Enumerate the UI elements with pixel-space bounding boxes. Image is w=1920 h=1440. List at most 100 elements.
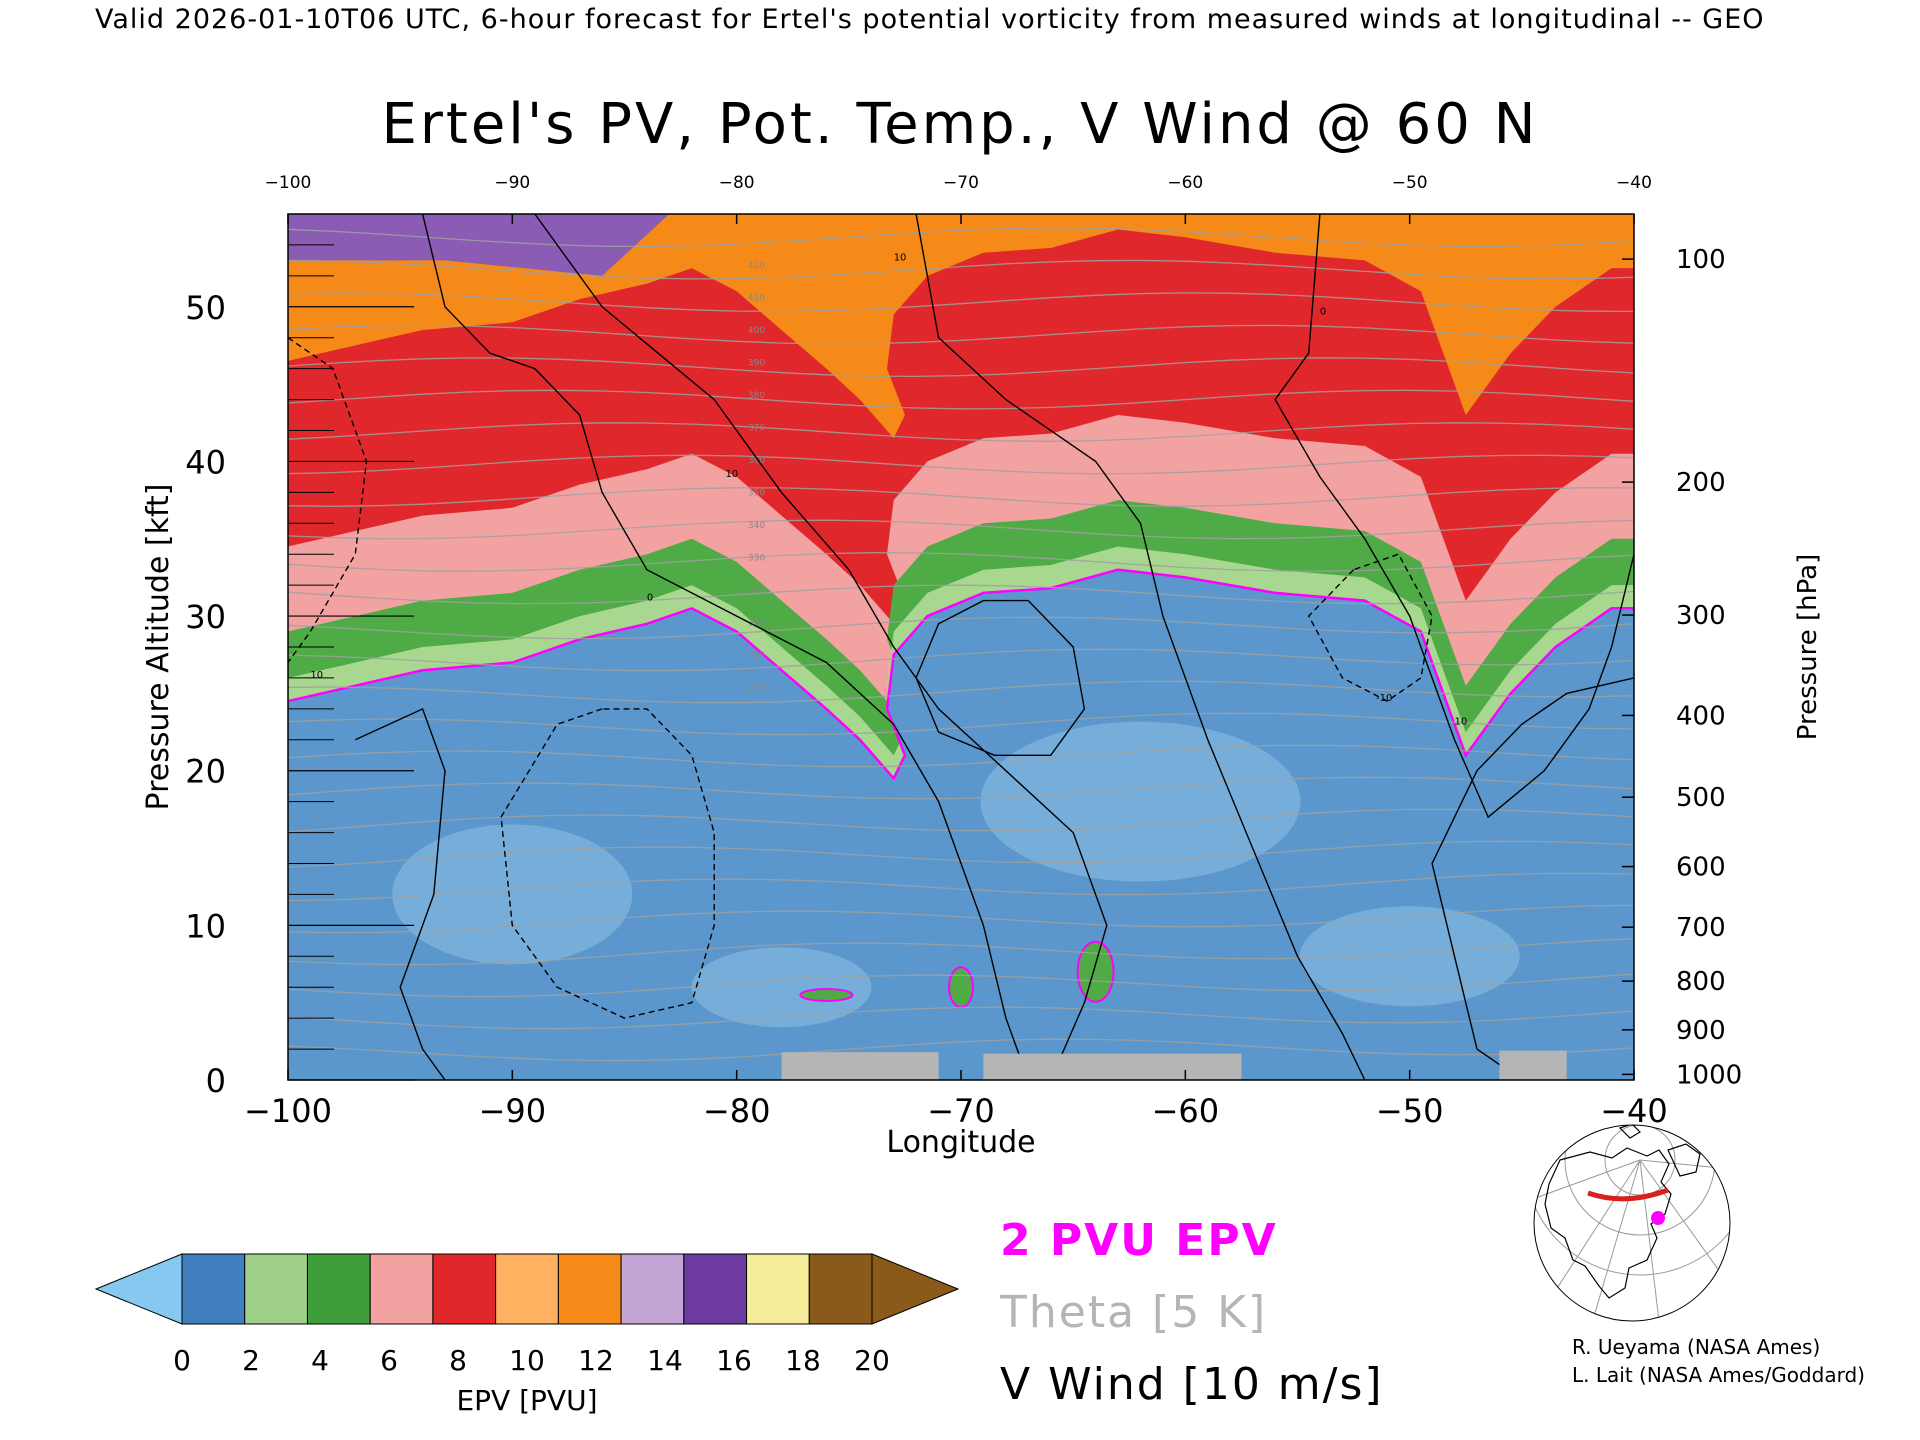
y-axis-right: 100 200 300 400 500 600 700 800 900 1000 [1622,245,1742,1090]
colorbar-swatch [432,1253,497,1325]
chart-title: Ertel's PV, Pot. Temp., V Wind @ 60 N [381,92,1539,157]
wind-contour [915,599,1086,756]
colorbar-over-arrow [871,1253,960,1325]
wind-contour [421,214,1029,1080]
x-tick-label: −90 [479,1092,547,1130]
colorbar-swatch [746,1253,810,1325]
colorbar-swatch [181,1253,246,1325]
theta-contour-label: 340 [748,521,765,531]
wind-contour-label: 10 [894,252,907,263]
theta-contour [288,487,1634,507]
colorbar-tick-label: 18 [785,1344,821,1377]
ground-mask [781,1050,1567,1080]
pv-surface-patch [799,987,854,1002]
theta-contour [288,292,1634,313]
y-axis-left: 0 10 20 30 40 50 [185,244,414,1100]
x-axis-bottom: −100 −90 −80 −70 −60 −50 −40 [244,1070,1668,1130]
x-tick-label: −100 [244,1092,332,1130]
wind-contour-label: 10 [725,469,738,480]
theta-contour [288,840,1634,868]
header-line: Valid 2026-01-10T06 UTC, 6-hour forecast… [95,4,1765,35]
colorbar-swatch [620,1253,685,1325]
pressure-tick-label: 600 [1676,853,1726,883]
theta-contour [288,776,1634,800]
x-tick-label-top: −90 [494,173,530,193]
wind-contour [288,337,368,663]
x-tick-label-top: −70 [943,173,979,193]
colorbar-tick-label: 2 [242,1344,260,1377]
colorbar-tick-label: 4 [311,1344,329,1377]
theta-contour-label: 310 [748,618,765,628]
wind-contour-label: 0 [1320,307,1326,318]
colorbar-swatch [369,1253,434,1325]
y-tick-label: 40 [185,443,226,481]
wind-contour-label: -10 [1376,693,1392,704]
theta-contour [288,1038,1634,1062]
colorbar-swatch [244,1253,308,1325]
colorbar-tick-label: 0 [173,1344,191,1377]
theta-contour [288,422,1634,442]
theta-contour-label: 420 [748,261,765,271]
legend-wind: V Wind [10 m/s] [1000,1359,1384,1410]
x-tick-label-top: −50 [1392,173,1428,193]
legend-pv-contour: 2 PVU EPV [1000,1215,1278,1266]
y-tick-label: 0 [206,1062,226,1100]
band-lightblue [691,947,872,1028]
band-lightblue [1299,906,1520,1007]
y-tick-label: 30 [185,598,226,636]
theta-contour-label: 390 [748,359,765,369]
x-axis-label: Longitude [886,1125,1035,1160]
pressure-tick-label: 500 [1676,783,1726,813]
x-tick-label-top: −60 [1167,173,1203,193]
ground-block [781,1052,939,1080]
pv-surface-patch [948,966,974,1009]
y-axis-label-right: Pressure [hPa] [1793,554,1823,741]
pv-surface-patch [1076,940,1115,1003]
theta-contour-label: 400 [748,326,765,336]
theta-contour [288,872,1634,902]
x-axis-top: −100 −90 −80 −70 −60 −50 −40 [265,173,1652,224]
wind-contour-label: 0 [647,593,653,604]
colorbar-label: EPV [PVU] [456,1384,597,1417]
colorbar-swatch [683,1253,748,1325]
theta-contour [288,938,1634,966]
theta-contour [288,259,1634,280]
theta-contour-label: 300 [748,651,765,661]
y-axis-label-left: Pressure Altitude [kft] [141,484,176,811]
theta-contour [288,227,1634,248]
theta-contour [288,616,1634,640]
theta-contour [288,584,1634,605]
theta-contour-label: 320 [748,586,765,596]
wind-contours: 10 10 0 0 10 10 -10 [288,214,1634,1080]
band-lightblue [980,721,1301,882]
ground-block [983,1053,1242,1080]
x-tick-label-top: −100 [265,173,312,193]
y-tick-label: 20 [185,753,226,791]
x-tick-label: −60 [1152,1092,1220,1130]
x-tick-label: −40 [1600,1092,1668,1130]
wind-contour [1307,553,1433,702]
theta-contour-label: 350 [748,488,765,498]
wind-contour [915,214,1366,1080]
theta-contour [288,1006,1634,1030]
theta-contour [288,357,1634,378]
colorbar-tick-label: 10 [509,1344,545,1377]
wind-contour [355,707,446,1080]
colorbar-tick-label: 12 [578,1344,614,1377]
pv-2pvu-contour [288,568,1634,781]
theta-contour [288,389,1634,410]
y-tick-label: 10 [185,907,226,945]
theta-contour [288,324,1634,345]
colorbar-swatch [306,1253,371,1325]
pressure-tick-label: 700 [1676,913,1726,943]
theta-contours: 420 410 400 390 380 370 360 350 340 330 320 310 300 2… [288,227,1634,1062]
map-inset [1533,1124,1731,1322]
theta-contour-label: 410 [748,294,765,304]
colorbar-tick-label: 14 [647,1344,683,1377]
pressure-tick-label: 300 [1676,601,1726,631]
band-lightblue [392,824,633,965]
map-section-line [1587,1187,1669,1202]
wind-contour [1431,677,1634,1080]
theta-contour [288,808,1634,833]
x-tick-label: −80 [703,1092,771,1130]
